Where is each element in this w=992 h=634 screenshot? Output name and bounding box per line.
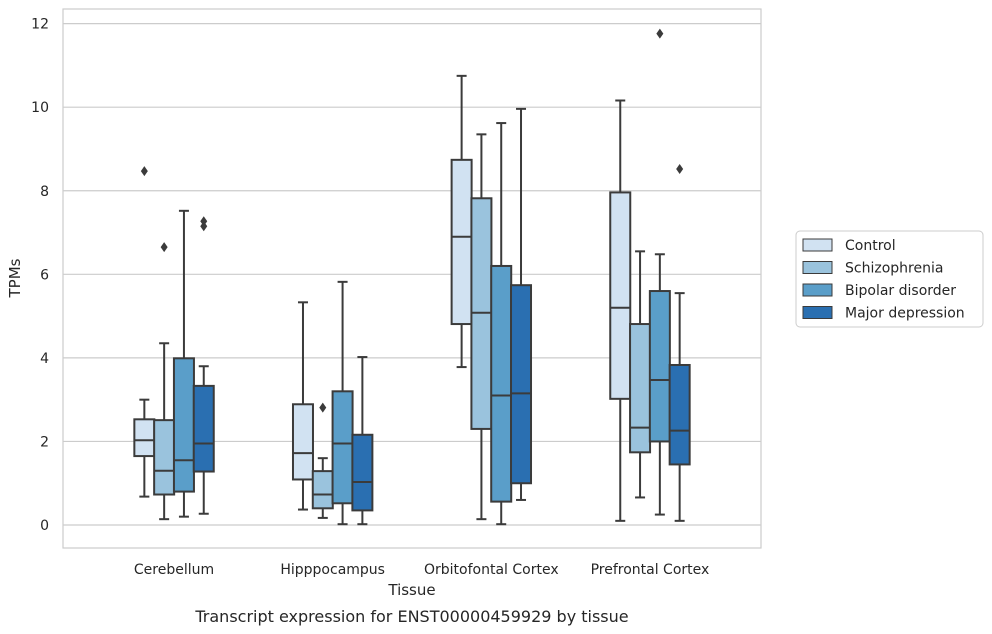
iqr-box (331, 390, 354, 505)
iqr-box (311, 470, 334, 510)
iqr-box (153, 419, 176, 496)
iqr-box (510, 284, 533, 485)
iqr-box (629, 323, 652, 454)
iqr-box (133, 418, 156, 458)
box (648, 28, 671, 516)
y-axis-title: TPMs (6, 258, 24, 298)
box (629, 250, 652, 499)
iqr-box (450, 158, 473, 326)
box (470, 133, 493, 521)
y-tick-label: 0 (40, 518, 49, 534)
y-tick-label: 6 (40, 267, 49, 283)
box (311, 402, 334, 519)
x-tick-labels: Cerebellum Hipppocampus Orbitofontal Corte… (134, 562, 709, 578)
iqr-box (648, 290, 671, 443)
outlier-marker (140, 166, 148, 177)
legend-swatch (802, 283, 833, 297)
box (668, 164, 691, 522)
outlier-marker (200, 216, 208, 227)
y-tick-label: 4 (40, 351, 49, 367)
iqr-box (490, 264, 513, 503)
x-tick-label: Orbitofontal Cortex (424, 562, 559, 578)
box (450, 74, 473, 369)
series-bipolar-disorder (172, 28, 671, 526)
series-control (133, 74, 632, 522)
chart-caption: Transcript expression for ENST0000045992… (194, 607, 628, 626)
series-major-depression (192, 107, 691, 526)
legend-label: Bipolar disorder (845, 283, 956, 299)
outlier-marker (676, 164, 684, 175)
y-tick-label: 2 (40, 434, 49, 450)
y-tick-label: 8 (40, 184, 49, 200)
legend-swatch (802, 238, 833, 252)
box (351, 356, 374, 526)
box (192, 216, 215, 515)
outlier-marker (200, 221, 208, 232)
series-schizophrenia (153, 133, 652, 521)
iqr-box (291, 403, 314, 481)
legend-label: Schizophrenia (845, 261, 943, 277)
legend-swatch (802, 261, 833, 274)
box (172, 209, 195, 518)
outlier-marker (656, 28, 664, 39)
y-tick-labels: 0 2 4 6 8 10 12 (31, 17, 49, 534)
box (510, 107, 533, 501)
x-tick-label: Prefrontal Cortex (591, 562, 710, 578)
outlier-marker (160, 242, 168, 253)
legend-label: Major depression (845, 306, 965, 322)
x-tick-label: Hipppocampus (280, 562, 385, 578)
x-tick-label: Cerebellum (134, 562, 214, 578)
iqr-box (609, 191, 632, 400)
y-tick-label: 10 (31, 100, 49, 116)
box (490, 122, 513, 526)
box-series (133, 28, 691, 526)
legend: Control Schizophrenia Bipolar disorder Majo… (795, 230, 984, 328)
legend-swatch (802, 306, 833, 319)
outlier-marker (319, 402, 327, 413)
iqr-box (192, 384, 215, 473)
y-tick-label: 12 (31, 17, 49, 33)
iqr-box (172, 357, 195, 493)
x-axis-title: Tissue (387, 581, 435, 599)
iqr-box (668, 363, 691, 466)
box (609, 99, 632, 522)
box (291, 301, 314, 511)
legend-frame (795, 230, 984, 328)
iqr-box (351, 433, 374, 512)
legend-label: Control (845, 238, 896, 254)
box (153, 242, 176, 521)
